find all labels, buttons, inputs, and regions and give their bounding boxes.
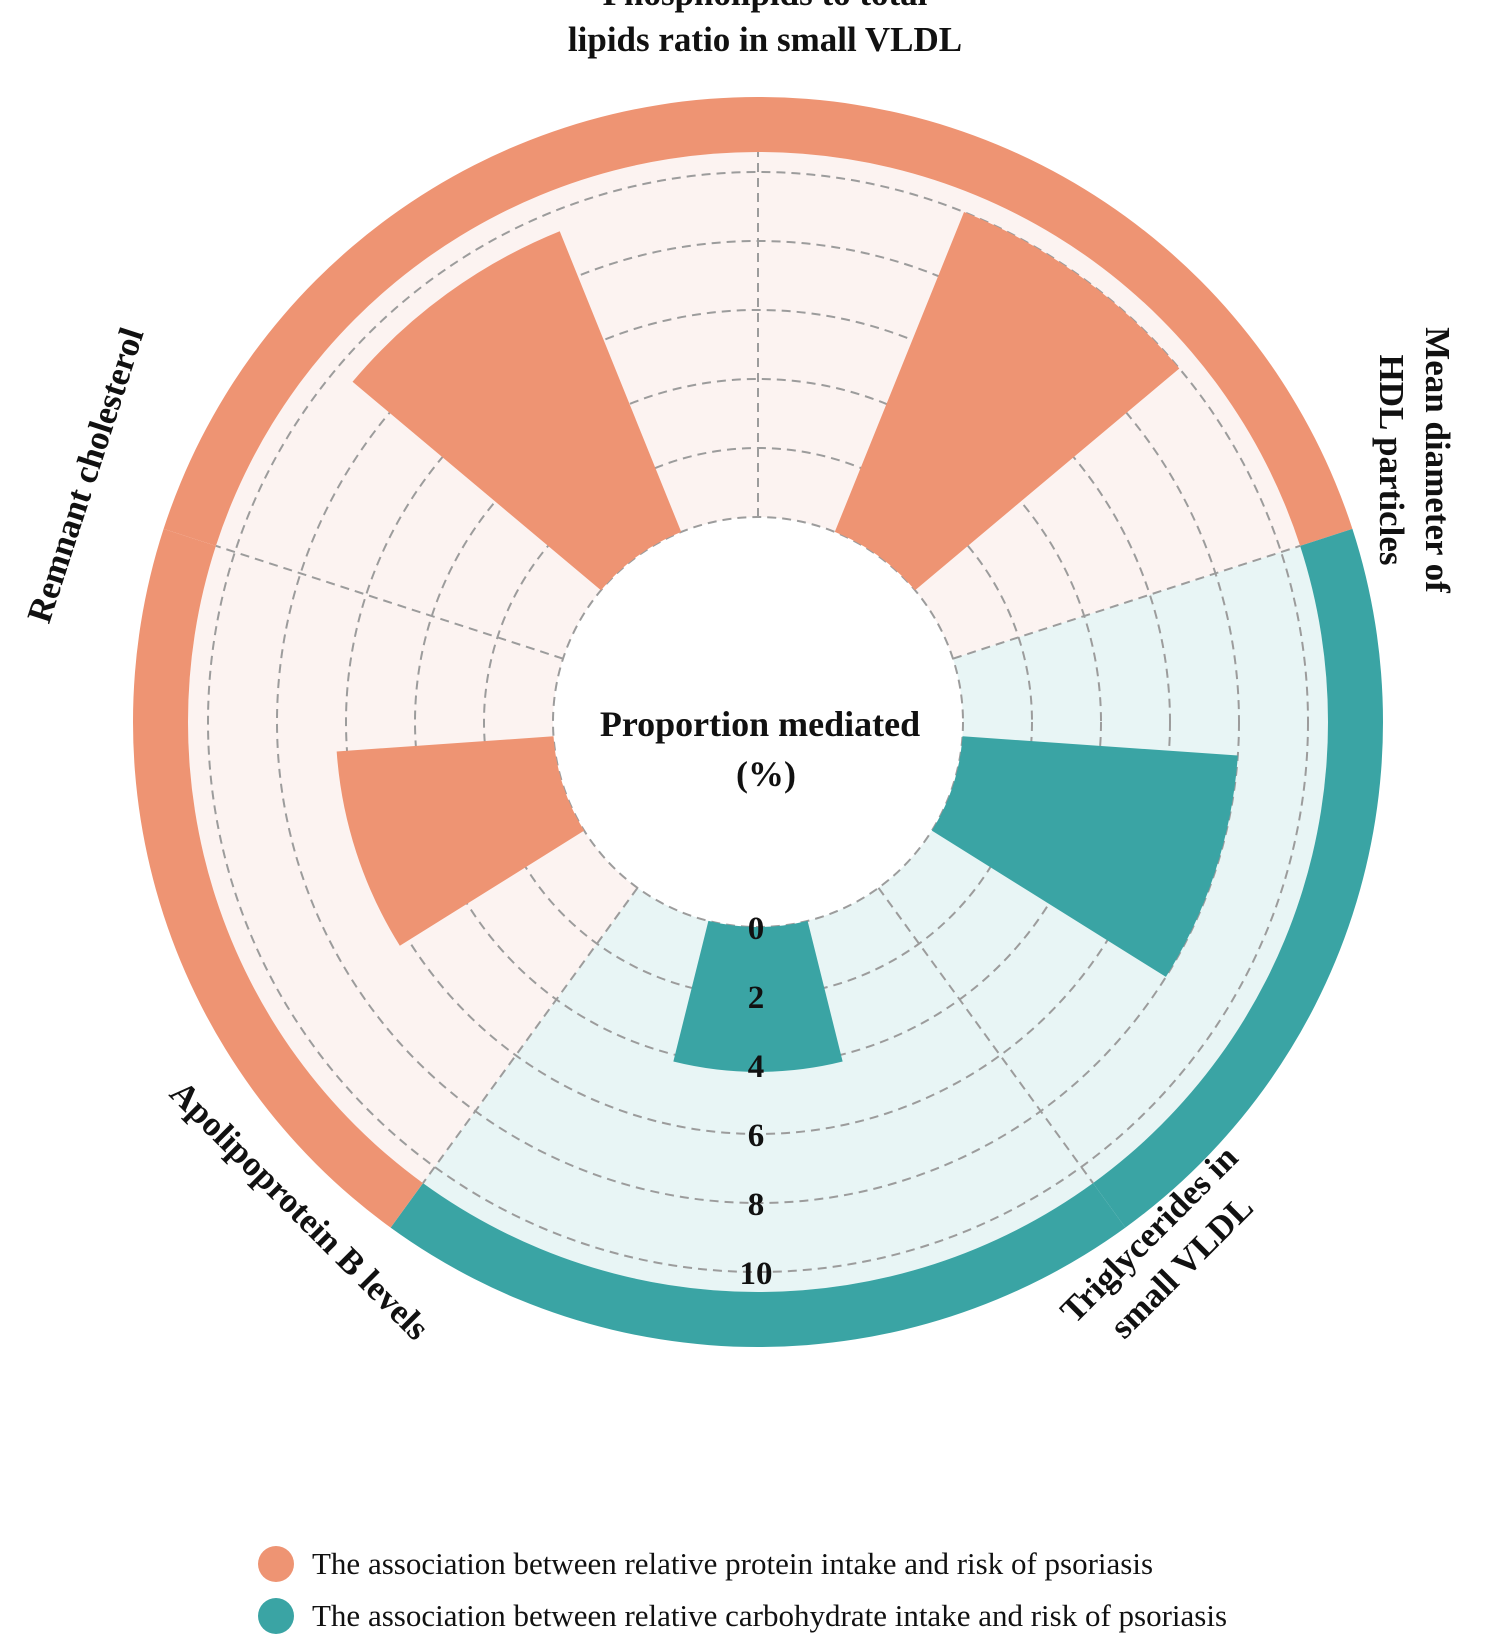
group-ring-segment xyxy=(758,97,1353,546)
grid-radial-line xyxy=(215,544,564,660)
category-label-line: Phospholipids to total xyxy=(603,0,928,13)
category-label-line: lipids ratio in small VLDL xyxy=(568,20,962,59)
radial-tick-label: 0 xyxy=(748,911,765,947)
legend: The association between relative protein… xyxy=(258,1538,1227,1642)
bars xyxy=(336,212,1238,1072)
grid-radial-line xyxy=(952,544,1301,660)
group-ring-segment xyxy=(133,528,423,1228)
grid-lines xyxy=(207,152,1309,1273)
sector-backgrounds xyxy=(188,152,1328,1292)
bar xyxy=(352,231,682,591)
grid-circle xyxy=(414,378,1102,1066)
group-ring-segment xyxy=(390,1183,1126,1347)
bar xyxy=(673,920,843,1072)
grid-circle xyxy=(345,309,1171,1135)
center-title-line1: Proportion mediated xyxy=(600,704,920,744)
category-label-line: HDL particles xyxy=(1372,355,1411,566)
legend-label-protein: The association between relative protein… xyxy=(312,1546,1154,1581)
legend-swatch-protein xyxy=(258,1546,294,1582)
bar xyxy=(931,736,1238,977)
legend-label-carbohydrate: The association between relative carbohy… xyxy=(312,1598,1228,1633)
bar xyxy=(834,212,1180,591)
category-label-line: Remnant cholesterol xyxy=(19,323,151,628)
grid-radial-line xyxy=(877,887,1094,1184)
center-title: Proportion mediated (%) xyxy=(600,704,920,794)
radial-tick-label: 2 xyxy=(748,980,765,1016)
radial-tick-label: 10 xyxy=(740,1256,773,1292)
radial-tick-label: 4 xyxy=(748,1049,765,1085)
group-ring-segment xyxy=(1093,528,1383,1228)
center-title-line2: (%) xyxy=(736,754,796,794)
legend-item-carbohydrate: The association between relative carbohy… xyxy=(258,1590,1227,1642)
sector-background xyxy=(422,887,1094,1292)
category-label: Phospholipids to total lipids ratio in sm… xyxy=(568,0,962,59)
inner-hole xyxy=(553,517,963,927)
group-ring-segment xyxy=(163,97,759,546)
radial-tick-label: 6 xyxy=(748,1118,765,1154)
grid-circle xyxy=(207,171,1309,1273)
radial-tick-labels: 0 2 4 6 8 10 xyxy=(740,911,773,1292)
legend-swatch-carbohydrate xyxy=(258,1598,294,1634)
category-label-line: Mean diameter of xyxy=(1418,327,1457,593)
category-label: Remnant cholesterol xyxy=(19,323,151,628)
outer-group-ring xyxy=(133,97,1383,1347)
grid-radial-line xyxy=(422,887,639,1184)
bar xyxy=(336,736,585,946)
legend-item-protein: The association between relative protein… xyxy=(258,1538,1227,1590)
radial-tick-label: 8 xyxy=(748,1187,765,1223)
